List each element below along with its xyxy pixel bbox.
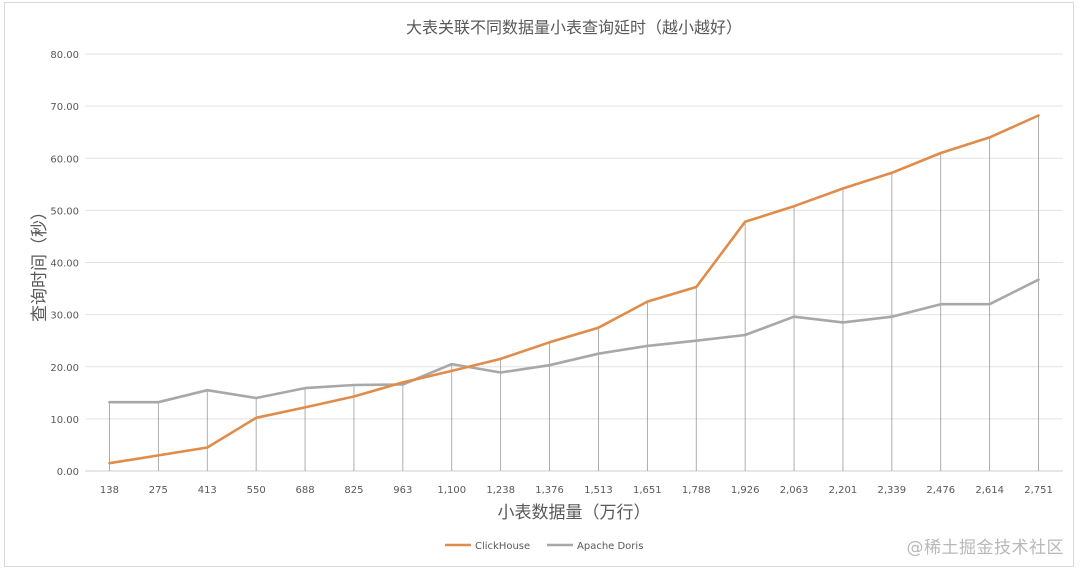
x-tick-label: 825 — [344, 485, 363, 496]
watermark: @稀土掘金技术社区 — [906, 538, 1064, 558]
y-axis-label: 查询时间（秒） — [30, 203, 50, 322]
y-tick-label: 40.00 — [50, 259, 79, 270]
y-tick-label: 60.00 — [50, 154, 79, 165]
series-line-clickhouse — [108, 114, 1040, 465]
x-tick-label: 2,339 — [878, 485, 907, 496]
x-tick-label: 2,751 — [1024, 485, 1053, 496]
x-axis-label: 小表数据量（万行） — [498, 503, 651, 523]
legend-label-apache-doris: Apache Doris — [577, 541, 643, 552]
x-tick-label: 1,651 — [633, 485, 662, 496]
x-tick-label: 275 — [149, 485, 168, 496]
x-tick-label: 1,926 — [731, 485, 760, 496]
x-tick-label: 2,063 — [780, 485, 809, 496]
x-tick-label: 1,238 — [486, 485, 515, 496]
y-tick-label: 10.00 — [50, 415, 79, 426]
x-tick-label: 2,614 — [975, 485, 1004, 496]
series-line-apache-doris — [108, 278, 1040, 404]
x-tick-label: 413 — [198, 485, 217, 496]
y-tick-label: 70.00 — [50, 102, 79, 113]
chart-title: 大表关联不同数据量小表查询延时（越小越好） — [406, 18, 742, 37]
x-tick-label: 1,788 — [682, 485, 711, 496]
x-tick-label: 1,376 — [535, 485, 564, 496]
y-tick-label: 20.00 — [50, 363, 79, 374]
x-tick-label: 550 — [247, 485, 266, 496]
x-tick-label: 2,201 — [829, 485, 858, 496]
x-tick-label: 1,100 — [437, 485, 466, 496]
x-tick-label: 138 — [100, 485, 119, 496]
y-tick-label: 50.00 — [50, 206, 79, 217]
chart-frame: 大表关联不同数据量小表查询延时（越小越好） 0.00 10.00 20.00 30.00… — [4, 2, 1074, 567]
y-tick-label: 0.00 — [57, 467, 79, 478]
y-tick-label: 80.00 — [50, 50, 79, 61]
y-tick-label: 30.00 — [50, 311, 79, 322]
line-chart: 大表关联不同数据量小表查询延时（越小越好） 0.00 10.00 20.00 30.00… — [30, 18, 1063, 552]
x-tick-label: 2,476 — [926, 485, 955, 496]
x-tick-label: 963 — [393, 485, 412, 496]
x-tick-label: 688 — [296, 485, 315, 496]
legend-label-clickhouse: ClickHouse — [475, 541, 530, 552]
x-tick-label: 1,513 — [584, 485, 613, 496]
